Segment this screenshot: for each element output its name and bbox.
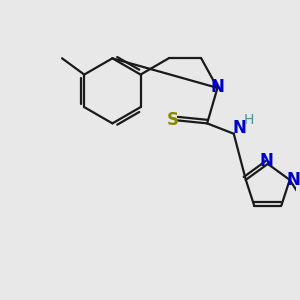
Text: N: N — [286, 171, 300, 189]
Text: H: H — [244, 113, 254, 127]
Text: N: N — [211, 78, 224, 96]
Text: N: N — [232, 119, 246, 137]
Text: S: S — [167, 111, 179, 129]
Text: N: N — [260, 152, 273, 170]
